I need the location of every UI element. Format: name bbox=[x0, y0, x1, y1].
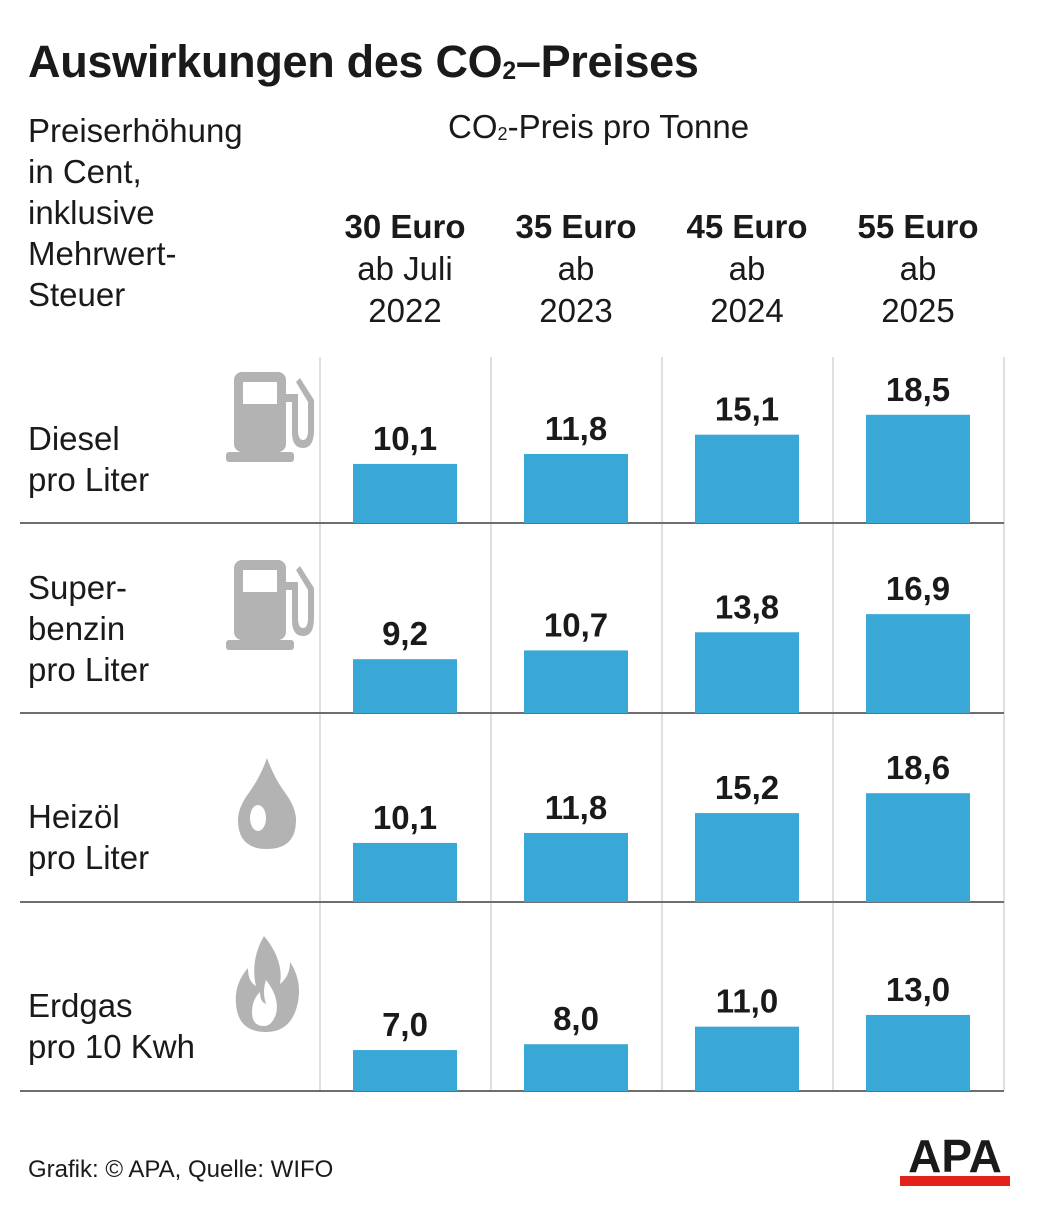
bar-erdgas-2 bbox=[695, 1026, 799, 1091]
bar-superbenzin-1 bbox=[524, 650, 628, 713]
bar-superbenzin-2 bbox=[695, 632, 799, 713]
source-footer: Grafik: © APA, Quelle: WIFO bbox=[28, 1156, 334, 1183]
data-label-superbenzin-3: 16,9 bbox=[886, 570, 950, 607]
row-label-diesel: Diesel pro Liter bbox=[28, 420, 150, 498]
data-label-diesel-1: 11,8 bbox=[545, 410, 607, 447]
data-label-diesel-0: 10,1 bbox=[373, 420, 437, 457]
bar-superbenzin-0 bbox=[353, 659, 457, 713]
bar-superbenzin-3 bbox=[866, 614, 970, 713]
bar-diesel-3 bbox=[866, 414, 970, 523]
chart-title: Auswirkungen des CO2–Preises bbox=[28, 36, 699, 87]
data-label-heizoel-0: 10,1 bbox=[373, 799, 437, 836]
data-label-diesel-3: 18,5 bbox=[886, 371, 950, 408]
data-label-superbenzin-0: 9,2 bbox=[382, 615, 428, 652]
bar-erdgas-3 bbox=[866, 1014, 970, 1091]
row-label-erdgas: Erdgas pro 10 Kwh bbox=[28, 987, 195, 1065]
co2-price-header: CO2-Preis pro Tonne bbox=[448, 108, 750, 145]
apa-logo: APA bbox=[900, 1132, 1010, 1186]
fuel-pump-icon bbox=[226, 560, 314, 650]
bar-heizoel-0 bbox=[353, 842, 457, 902]
bar-diesel-0 bbox=[353, 463, 457, 523]
column-dividers bbox=[20, 357, 1005, 1092]
fuel-pump-icon bbox=[226, 372, 314, 462]
data-label-erdgas-0: 7,0 bbox=[382, 1006, 428, 1043]
apa-logo-bar bbox=[900, 1176, 1010, 1186]
data-label-superbenzin-2: 13,8 bbox=[715, 588, 779, 625]
column-header-2022: 30 Euro ab Juli 2022 bbox=[344, 208, 466, 329]
bar-erdgas-1 bbox=[524, 1044, 628, 1091]
bar-heizoel-1 bbox=[524, 832, 628, 902]
data-label-heizoel-1: 11,8 bbox=[545, 789, 607, 826]
column-header-2023: 35 Euro ab 2023 bbox=[515, 208, 637, 329]
bar-erdgas-0 bbox=[353, 1050, 457, 1091]
column-header-2025: 55 Euro ab 2025 bbox=[857, 208, 979, 329]
row-label-superbenzin: Super-benzin pro Liter bbox=[28, 569, 150, 688]
row-icons bbox=[226, 372, 314, 1032]
bar-diesel-2 bbox=[695, 434, 799, 523]
apa-logo-text: APA bbox=[908, 1132, 1002, 1182]
data-label-heizoel-3: 18,6 bbox=[886, 749, 950, 786]
data-label-erdgas-3: 13,0 bbox=[886, 971, 950, 1008]
bars: 10,1 11,8 15,1 18,5 9,2 10,7 13,8 16,9 10,1 11,8 1… bbox=[353, 371, 970, 1091]
bar-heizoel-3 bbox=[866, 793, 970, 902]
column-header-2024: 45 Euro ab 2024 bbox=[686, 208, 808, 329]
data-label-erdgas-1: 8,0 bbox=[553, 1000, 599, 1037]
bar-diesel-1 bbox=[524, 453, 628, 523]
row-label-heizoel: Heizöl pro Liter bbox=[28, 798, 150, 876]
data-label-erdgas-2: 11,0 bbox=[716, 983, 778, 1020]
y-axis-description: Preiserhöhung in Cent, inklusive Mehrwer… bbox=[28, 112, 243, 313]
oil-drop-icon bbox=[238, 758, 296, 849]
flame-icon bbox=[235, 936, 299, 1032]
data-label-diesel-2: 15,1 bbox=[715, 391, 779, 428]
data-label-superbenzin-1: 10,7 bbox=[544, 606, 608, 643]
data-label-heizoel-2: 15,2 bbox=[715, 769, 779, 806]
bar-heizoel-2 bbox=[695, 813, 799, 902]
